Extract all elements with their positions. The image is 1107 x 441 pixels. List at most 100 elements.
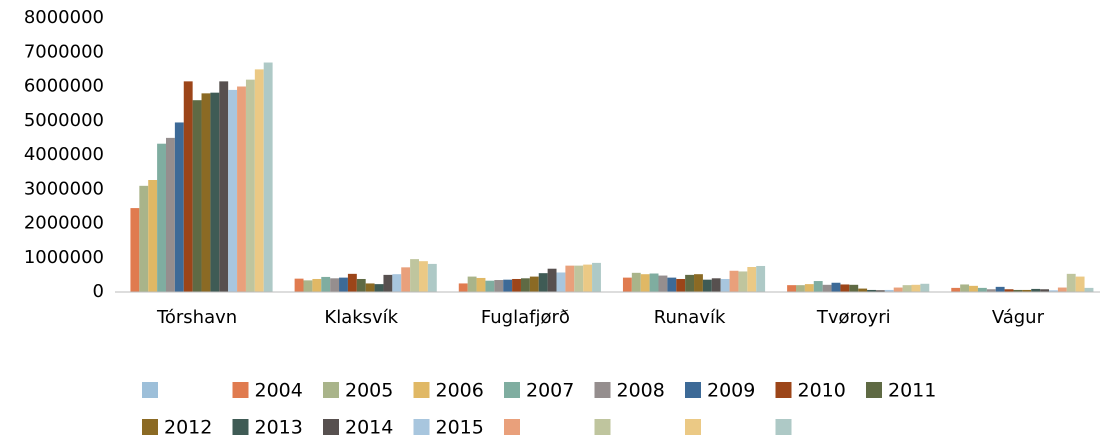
bar bbox=[401, 267, 411, 292]
bar bbox=[494, 280, 504, 292]
bar bbox=[1057, 287, 1067, 292]
y-tick-label: 7000000 bbox=[24, 41, 104, 62]
bar bbox=[183, 81, 193, 292]
x-tick-label: Runavík bbox=[654, 307, 726, 328]
legend-swatch bbox=[685, 382, 701, 398]
bar bbox=[1031, 288, 1041, 292]
bar bbox=[649, 273, 659, 292]
bar bbox=[237, 86, 246, 292]
bar bbox=[312, 278, 322, 292]
legend-label: 2005 bbox=[345, 380, 393, 402]
y-tick-label: 6000000 bbox=[24, 76, 104, 97]
bar bbox=[622, 277, 632, 292]
bar bbox=[729, 270, 739, 292]
bar bbox=[529, 276, 539, 292]
legend-swatch bbox=[142, 419, 158, 435]
bar bbox=[640, 274, 650, 292]
legend-swatch bbox=[504, 419, 520, 435]
bar bbox=[1084, 287, 1094, 292]
bar bbox=[911, 284, 921, 292]
bar bbox=[556, 272, 566, 292]
bar bbox=[884, 289, 894, 292]
bar bbox=[476, 277, 486, 292]
legend-label: 2007 bbox=[526, 380, 574, 402]
bar bbox=[347, 273, 357, 292]
bar bbox=[658, 275, 668, 292]
bar bbox=[321, 276, 331, 292]
legend-swatch bbox=[775, 382, 792, 398]
legend-label: 2008 bbox=[617, 380, 665, 402]
legend-swatch bbox=[594, 382, 611, 398]
bar bbox=[592, 262, 601, 292]
bar bbox=[503, 279, 513, 292]
bar bbox=[902, 285, 912, 292]
legend-swatch bbox=[232, 382, 249, 398]
legend-swatch bbox=[413, 419, 430, 435]
bar bbox=[219, 81, 229, 292]
legend-swatch bbox=[323, 382, 339, 398]
bar bbox=[995, 286, 1005, 292]
bar bbox=[1066, 273, 1076, 292]
bar bbox=[1004, 289, 1014, 292]
legend-label: 2011 bbox=[888, 380, 936, 402]
bar bbox=[1022, 289, 1032, 292]
legend-label: 2004 bbox=[255, 380, 303, 402]
bar bbox=[1049, 290, 1058, 292]
bar bbox=[356, 278, 366, 292]
bar bbox=[365, 283, 375, 292]
x-tick-label: Tvøroyri bbox=[816, 307, 891, 328]
bar bbox=[538, 273, 548, 292]
bar bbox=[840, 284, 850, 292]
bar bbox=[263, 62, 273, 293]
y-tick-label: 8000000 bbox=[24, 7, 104, 28]
x-tick-label: Vágur bbox=[992, 307, 1045, 328]
bar bbox=[676, 278, 686, 292]
x-tick-label: Klaksvík bbox=[324, 307, 398, 328]
bar bbox=[139, 185, 149, 292]
bar bbox=[694, 274, 703, 292]
bar bbox=[1075, 276, 1085, 292]
bar bbox=[977, 287, 987, 292]
bar bbox=[787, 285, 797, 292]
bar bbox=[685, 274, 695, 292]
bar bbox=[960, 284, 970, 292]
bar bbox=[702, 279, 712, 292]
bar bbox=[813, 281, 823, 292]
bar bbox=[383, 274, 393, 292]
legend-swatch bbox=[775, 419, 792, 435]
bar bbox=[374, 284, 384, 292]
bar bbox=[148, 180, 158, 292]
bar bbox=[467, 276, 477, 292]
legend-swatch bbox=[594, 419, 611, 435]
y-tick-label: 2000000 bbox=[24, 213, 104, 234]
bar bbox=[512, 278, 521, 292]
bar bbox=[130, 208, 140, 292]
bar bbox=[547, 268, 557, 292]
bar bbox=[867, 289, 876, 292]
bar bbox=[303, 280, 313, 292]
legend-label: 2006 bbox=[436, 380, 484, 402]
legend-label: 2012 bbox=[164, 417, 212, 439]
bar bbox=[747, 266, 757, 292]
bar bbox=[969, 285, 978, 292]
bar bbox=[920, 283, 930, 292]
bar bbox=[565, 265, 575, 292]
legend-swatch bbox=[413, 382, 430, 398]
bar bbox=[392, 274, 402, 292]
bar bbox=[165, 137, 175, 292]
legend-label: 2010 bbox=[798, 380, 846, 402]
bar bbox=[574, 265, 584, 292]
y-tick-label: 1000000 bbox=[24, 247, 104, 268]
bar bbox=[210, 92, 220, 292]
bar bbox=[192, 100, 202, 292]
x-tick-label: Tórshavn bbox=[156, 307, 237, 328]
bar bbox=[458, 283, 468, 292]
bar bbox=[294, 278, 304, 292]
bar bbox=[583, 264, 593, 292]
bar bbox=[667, 277, 677, 292]
y-tick-label: 5000000 bbox=[24, 110, 104, 131]
y-tick-label: 3000000 bbox=[24, 178, 104, 199]
bar bbox=[711, 278, 721, 292]
bar bbox=[485, 280, 495, 292]
